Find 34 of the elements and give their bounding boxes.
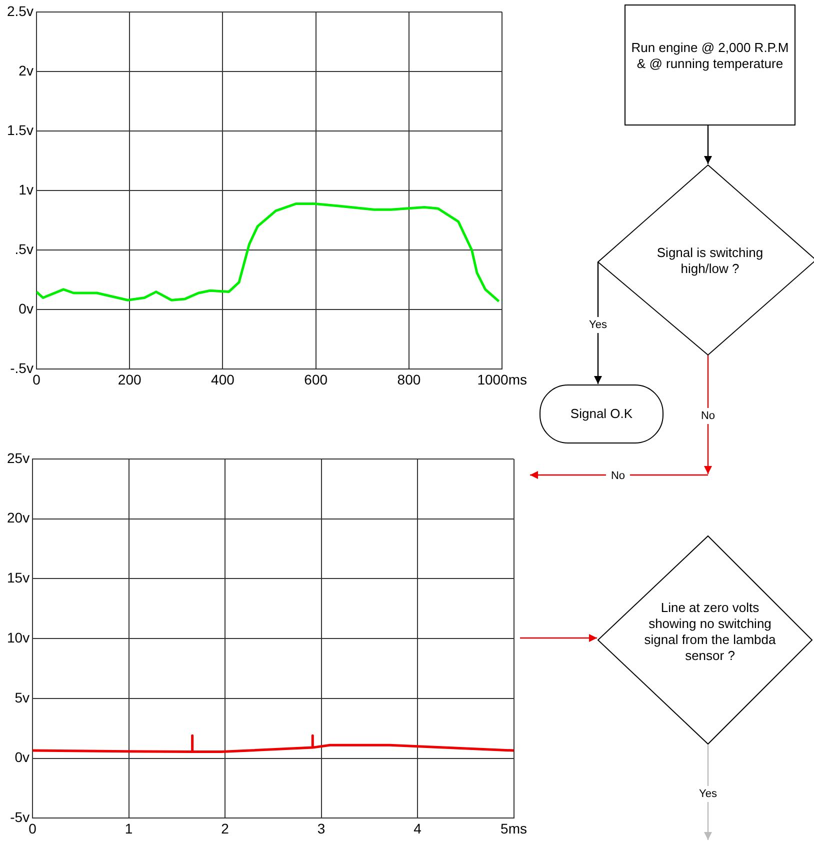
text: Yes: [692, 786, 724, 802]
x-tick-label: 0: [32, 371, 41, 388]
y-tick-label: 10v: [6, 629, 30, 646]
text: Run engine @ 2,000 R.P.M & @ running temperature: [630, 40, 790, 72]
x-tick-label: 200: [118, 371, 142, 388]
x-tick-label: 1000ms: [477, 371, 528, 388]
x-tick-label: 2: [221, 820, 230, 836]
text: Yes: [584, 317, 612, 333]
y-tick-label: -5v: [10, 809, 30, 826]
x-tick-label: 600: [304, 371, 328, 388]
y-tick-label: 2v: [18, 62, 34, 78]
x-tick-label: 0: [28, 820, 37, 836]
y-tick-label: 5v: [14, 689, 30, 706]
x-tick-label: 4: [414, 820, 422, 836]
y-tick-label: 1.5v: [6, 122, 34, 138]
text: Line at zero volts showing no switching signal from the lambda sensor ?: [643, 600, 777, 664]
y-tick-label: 25v: [6, 450, 30, 466]
x-tick-label: 5ms: [500, 820, 527, 836]
y-tick-label: 20v: [6, 510, 30, 526]
x-tick-label: 800: [397, 371, 421, 388]
x-tick-label: 3: [317, 820, 326, 836]
x-tick-label: 1: [124, 820, 133, 836]
x-tick-label: 400: [211, 371, 235, 388]
y-tick-label: -.5v: [10, 360, 34, 376]
text: Signal is switching high/low ?: [656, 245, 764, 277]
y-tick-label: 15v: [6, 570, 30, 586]
text: No: [696, 408, 720, 424]
text: Signal O.K: [569, 406, 634, 422]
y-tick-label: 1v: [18, 181, 34, 198]
y-tick-label: 0v: [18, 300, 34, 317]
text: No: [606, 468, 630, 484]
y-tick-label: 0v: [14, 749, 30, 766]
y-tick-label: .5v: [14, 240, 34, 257]
y-tick-label: 2.5v: [6, 2, 34, 19]
